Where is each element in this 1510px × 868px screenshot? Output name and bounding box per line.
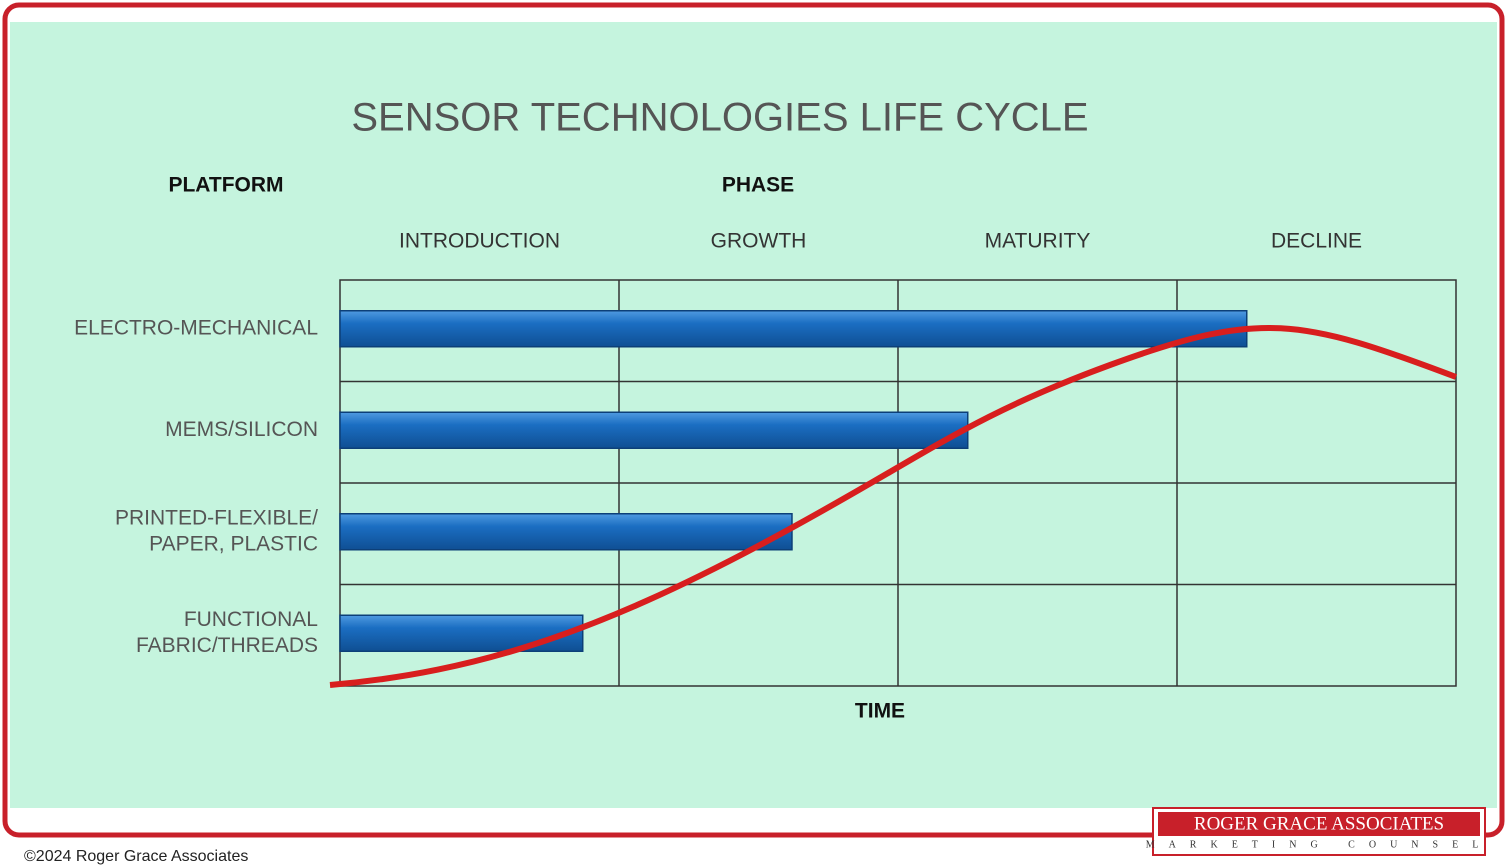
bar <box>339 513 793 551</box>
logo-text: ROGER GRACE ASSOCIATES <box>1194 813 1444 834</box>
category-label: MEMS/SILICON <box>165 418 318 441</box>
phase-label: MATURITY <box>985 230 1091 253</box>
phase-label: DECLINE <box>1271 230 1362 253</box>
copyright: ©2024 Roger Grace Associates <box>24 848 248 865</box>
row-header: PLATFORM <box>168 174 283 197</box>
x-axis-label: TIME <box>855 700 905 723</box>
bar <box>339 310 1248 348</box>
bar <box>339 411 969 449</box>
category-label: ELECTRO-MECHANICAL <box>74 316 318 339</box>
logo-band <box>1158 812 1480 836</box>
logo-tagline: MARKETING COUNSEL <box>1146 839 1493 850</box>
life-cycle-curve <box>329 324 1458 688</box>
phase-label: INTRODUCTION <box>399 230 560 253</box>
category-label: PRINTED-FLEXIBLE/ <box>115 506 318 529</box>
plot: INTRODUCTION GROWTH MATURITY DECLINE ELECTRO… <box>74 230 1457 687</box>
bar <box>339 614 584 652</box>
category-label: FUNCTIONAL <box>184 608 318 631</box>
category-label: PAPER, PLASTIC <box>149 532 318 555</box>
category-label: FABRIC/THREADS <box>136 634 318 657</box>
phase-label: GROWTH <box>711 230 807 253</box>
column-header: PHASE <box>722 174 794 197</box>
chart-title: SENSOR TECHNOLOGIES LIFE CYCLE <box>351 96 1088 140</box>
